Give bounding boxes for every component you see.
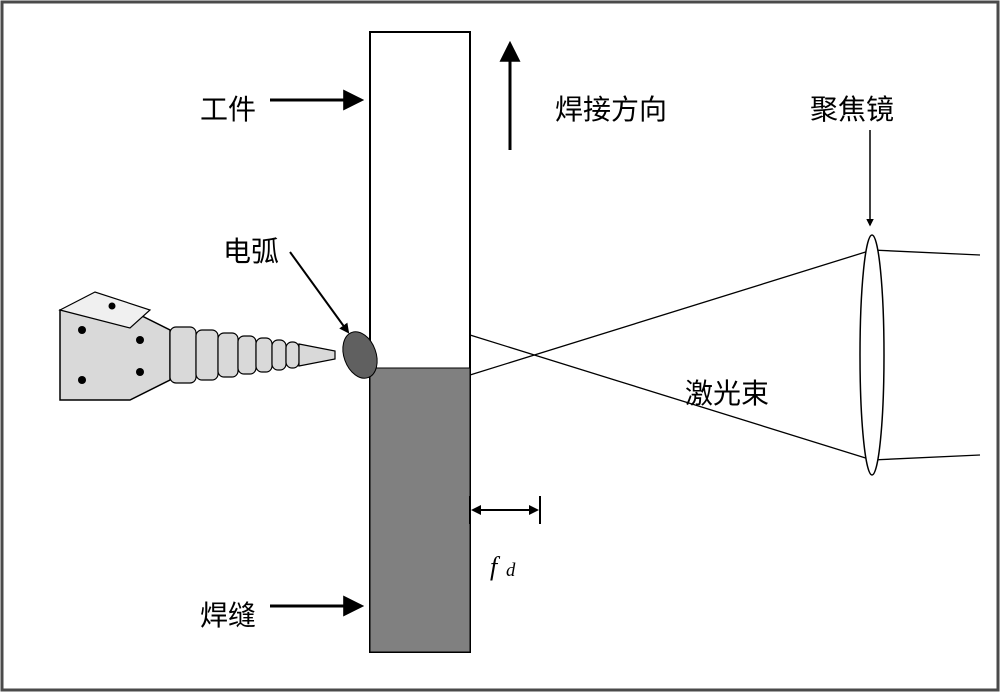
weld-rect — [370, 368, 470, 652]
label-fd-d: d — [506, 560, 515, 582]
label-fd-f: f — [490, 552, 497, 582]
laser-beam — [470, 250, 980, 460]
label-lens: 聚焦镜 — [810, 88, 894, 128]
welding-torch — [60, 292, 343, 400]
label-workpiece: 工件 — [200, 88, 256, 128]
focusing-lens — [860, 235, 884, 475]
label-weld: 焊缝 — [200, 594, 256, 634]
label-arc: 电弧 — [223, 230, 279, 270]
label-laser-beam: 激光束 — [685, 372, 769, 412]
arc-label-arrow — [290, 252, 348, 332]
fd-dimension — [470, 496, 540, 524]
label-welding-direction: 焊接方向 — [555, 88, 667, 128]
